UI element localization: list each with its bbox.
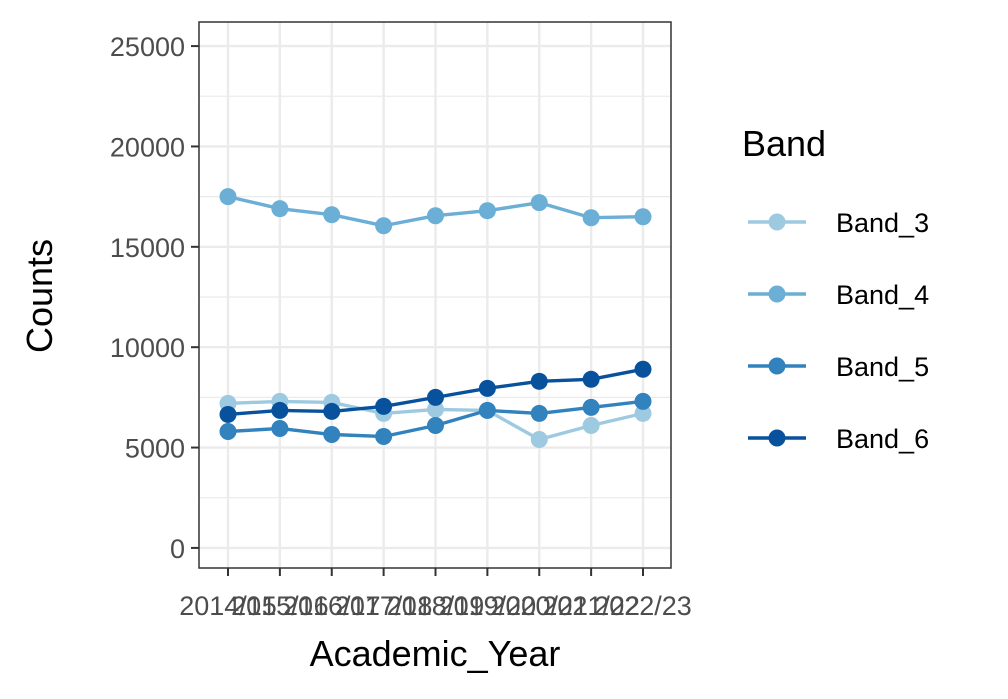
y-tick-label: 20000 [110,132,185,162]
series-band-4 [219,188,652,235]
x-tick-label: 2022/23 [594,591,692,621]
legend-label: Band_6 [836,424,929,454]
y-tick-label: 5000 [125,434,185,464]
data-point [582,416,600,434]
data-point [427,388,444,406]
data-point [530,194,548,212]
x-tick-label: 2015/16 [231,591,329,621]
data-point [530,372,548,390]
x-tick-label: 2014/15 [179,591,277,621]
data-point [478,379,496,397]
legend-label: Band_4 [836,280,929,310]
data-point [375,397,393,415]
legend-item-band-5: Band_5 [748,352,929,382]
y-tick-label: 15000 [110,233,185,263]
x-tick-label: 2018/19 [387,591,485,621]
data-point [323,426,341,444]
legend-title: Band [742,123,826,164]
x-tick-label: 2017/18 [335,591,433,621]
plot-panel [198,21,672,569]
series-layer [219,188,652,449]
data-point [634,360,652,378]
legend-label: Band_3 [836,208,929,238]
data-point [634,404,652,422]
series-band-6 [219,360,652,423]
legend-item-band-3: Band_3 [748,208,929,238]
y-axis-title: Counts [19,239,60,353]
data-point [634,208,652,226]
legend: Band Band_3 Band_4 Band_5 Band_6 [742,123,929,454]
y-tick-label: 0 [170,534,185,564]
data-point [219,405,237,423]
data-point [582,398,600,416]
y-tick-label: 25000 [110,32,185,62]
data-point [271,401,289,419]
legend-item-band-6: Band_6 [748,424,929,454]
data-point [323,402,341,420]
data-point [530,404,548,422]
legend-item-band-4: Band_4 [748,280,929,310]
data-point [219,188,237,206]
legend-key-point [768,429,786,447]
data-point [375,217,393,235]
y-tick-label: 10000 [110,333,185,363]
data-point [427,400,444,418]
x-tick-label: 2021/22 [542,591,640,621]
x-tick-label: 2020/21 [490,591,588,621]
x-axis: 2014/152015/162016/172017/182018/192019/… [179,568,692,621]
legend-key-point [768,285,786,303]
data-point [427,416,444,434]
legend-key-point [768,357,786,375]
data-point [375,428,393,446]
data-point [271,419,289,437]
data-point [219,423,237,440]
y-axis: 0 5000 10000 15000 20000 25000 [110,32,199,564]
data-point [634,392,652,410]
x-axis-title: Academic_Year [310,633,561,674]
x-tick-label: 2016/17 [283,591,381,621]
legend-label: Band_5 [836,352,929,382]
data-point [478,401,496,419]
data-point [582,209,600,227]
legend-key-point [768,213,786,231]
data-point [427,207,444,225]
data-point [271,200,289,218]
x-tick-label: 2019/20 [439,591,537,621]
data-point [530,431,548,449]
data-point [323,206,341,224]
data-point [478,202,496,220]
data-point [582,370,600,388]
series-band-5 [219,392,652,446]
